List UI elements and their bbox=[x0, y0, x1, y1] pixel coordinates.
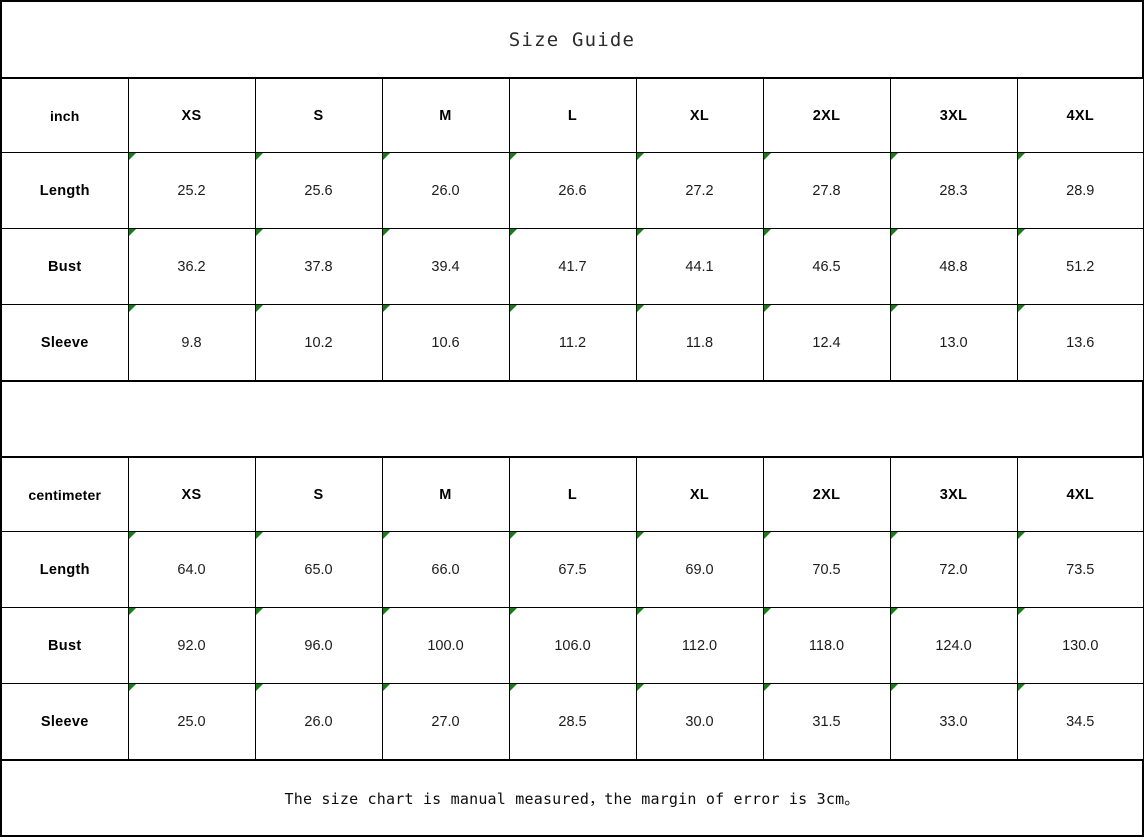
measurement-value-cell: 112.0 bbox=[635, 607, 764, 684]
measurement-value-cell: 10.6 bbox=[381, 304, 510, 381]
measurement-value-cell: 44.1 bbox=[635, 228, 764, 305]
measurement-row-label: Bust bbox=[0, 228, 129, 305]
table-row: Bust 92.0 96.0 100.0 106.0 112.0 118.0 124.0 130… bbox=[0, 607, 1144, 684]
size-column-header: XS bbox=[127, 457, 256, 532]
measurement-value-cell: 13.6 bbox=[1016, 304, 1144, 381]
measurement-value-cell: 10.2 bbox=[254, 304, 383, 381]
size-column-header: L bbox=[508, 78, 637, 153]
measurement-value-cell: 70.5 bbox=[762, 531, 891, 608]
measurement-value-cell: 106.0 bbox=[508, 607, 637, 684]
table-row: Length 25.2 25.6 26.0 26.6 27.2 27.8 28.3 28.9 bbox=[0, 152, 1144, 229]
measurement-value-cell: 69.0 bbox=[635, 531, 764, 608]
size-column-header: 2XL bbox=[762, 78, 891, 153]
inch-table-container: inch XS S M L XL 2XL 3XL 4XL Length 25.2 25.6 26.0 26… bbox=[0, 78, 1144, 381]
measurement-value-cell: 26.6 bbox=[508, 152, 637, 229]
centimeter-table-body: centimeter XS S M L XL 2XL 3XL 4XL Length 64.0 65.0… bbox=[0, 457, 1144, 760]
size-column-header: 4XL bbox=[1016, 78, 1144, 153]
measurement-value-cell: 96.0 bbox=[254, 607, 383, 684]
size-column-header: 3XL bbox=[889, 457, 1018, 532]
table-separator-band bbox=[0, 381, 1144, 457]
measurement-value-cell: 9.8 bbox=[127, 304, 256, 381]
measurement-value-cell: 67.5 bbox=[508, 531, 637, 608]
size-column-header: XS bbox=[127, 78, 256, 153]
measurement-row-label: Length bbox=[0, 531, 129, 608]
measurement-value-cell: 25.0 bbox=[127, 683, 256, 760]
footer-note-row: The size chart is manual measured，the ma… bbox=[0, 760, 1144, 837]
measurement-value-cell: 48.8 bbox=[889, 228, 1018, 305]
measurement-value-cell: 34.5 bbox=[1016, 683, 1144, 760]
size-column-header: S bbox=[254, 78, 383, 153]
measurement-value-cell: 28.9 bbox=[1016, 152, 1144, 229]
measurement-value-cell: 37.8 bbox=[254, 228, 383, 305]
measurement-value-cell: 27.0 bbox=[381, 683, 510, 760]
table-row: Sleeve 25.0 26.0 27.0 28.5 30.0 31.5 33.0 34.5 bbox=[0, 683, 1144, 760]
measurement-value-cell: 39.4 bbox=[381, 228, 510, 305]
measurement-value-cell: 100.0 bbox=[381, 607, 510, 684]
measurement-value-cell: 118.0 bbox=[762, 607, 891, 684]
measurement-value-cell: 28.5 bbox=[508, 683, 637, 760]
measurement-row-label: Bust bbox=[0, 607, 129, 684]
size-column-header: L bbox=[508, 457, 637, 532]
measurement-value-cell: 26.0 bbox=[381, 152, 510, 229]
table-header-row: inch XS S M L XL 2XL 3XL 4XL bbox=[0, 78, 1144, 153]
size-column-header: M bbox=[381, 457, 510, 532]
measurement-disclaimer: The size chart is manual measured，the ma… bbox=[284, 789, 860, 808]
measurement-value-cell: 26.0 bbox=[254, 683, 383, 760]
size-column-header: 3XL bbox=[889, 78, 1018, 153]
table-row: Length 64.0 65.0 66.0 67.5 69.0 70.5 72.0 73.5 bbox=[0, 531, 1144, 608]
measurement-value-cell: 41.7 bbox=[508, 228, 637, 305]
table-row: Bust 36.2 37.8 39.4 41.7 44.1 46.5 48.8 51.2 bbox=[0, 228, 1144, 305]
measurement-value-cell: 64.0 bbox=[127, 531, 256, 608]
measurement-value-cell: 66.0 bbox=[381, 531, 510, 608]
measurement-value-cell: 33.0 bbox=[889, 683, 1018, 760]
measurement-value-cell: 124.0 bbox=[889, 607, 1018, 684]
measurement-row-label: Length bbox=[0, 152, 129, 229]
table-row: Sleeve 9.8 10.2 10.6 11.2 11.8 12.4 13.0 13.6 bbox=[0, 304, 1144, 381]
measurement-row-label: Sleeve bbox=[0, 304, 129, 381]
measurement-value-cell: 73.5 bbox=[1016, 531, 1144, 608]
measurement-value-cell: 36.2 bbox=[127, 228, 256, 305]
page-title: Size Guide bbox=[508, 28, 636, 51]
centimeter-table-container: centimeter XS S M L XL 2XL 3XL 4XL Length 64.0 65.0… bbox=[0, 457, 1144, 760]
title-row: Size Guide bbox=[0, 0, 1144, 78]
measurement-value-cell: 25.2 bbox=[127, 152, 256, 229]
size-column-header: 2XL bbox=[762, 457, 891, 532]
measurement-value-cell: 11.2 bbox=[508, 304, 637, 381]
measurement-value-cell: 25.6 bbox=[254, 152, 383, 229]
measurement-value-cell: 28.3 bbox=[889, 152, 1018, 229]
size-column-header: S bbox=[254, 457, 383, 532]
measurement-value-cell: 65.0 bbox=[254, 531, 383, 608]
measurement-value-cell: 51.2 bbox=[1016, 228, 1144, 305]
measurement-value-cell: 130.0 bbox=[1016, 607, 1144, 684]
unit-header-cell: inch bbox=[0, 78, 129, 153]
size-column-header: XL bbox=[635, 457, 764, 532]
measurement-value-cell: 12.4 bbox=[762, 304, 891, 381]
measurement-value-cell: 11.8 bbox=[635, 304, 764, 381]
measurement-row-label: Sleeve bbox=[0, 683, 129, 760]
size-column-header: 4XL bbox=[1016, 457, 1144, 532]
size-column-header: XL bbox=[635, 78, 764, 153]
size-column-header: M bbox=[381, 78, 510, 153]
centimeter-table: centimeter XS S M L XL 2XL 3XL 4XL Length 64.0 65.0… bbox=[0, 457, 1144, 760]
measurement-value-cell: 92.0 bbox=[127, 607, 256, 684]
inch-table-body: inch XS S M L XL 2XL 3XL 4XL Length 25.2 25.6 26.0 26… bbox=[0, 78, 1144, 381]
measurement-value-cell: 30.0 bbox=[635, 683, 764, 760]
measurement-value-cell: 27.2 bbox=[635, 152, 764, 229]
table-header-row: centimeter XS S M L XL 2XL 3XL 4XL bbox=[0, 457, 1144, 532]
inch-table: inch XS S M L XL 2XL 3XL 4XL Length 25.2 25.6 26.0 26… bbox=[0, 78, 1144, 381]
measurement-value-cell: 27.8 bbox=[762, 152, 891, 229]
measurement-value-cell: 13.0 bbox=[889, 304, 1018, 381]
measurement-value-cell: 31.5 bbox=[762, 683, 891, 760]
measurement-value-cell: 46.5 bbox=[762, 228, 891, 305]
measurement-value-cell: 72.0 bbox=[889, 531, 1018, 608]
unit-header-cell: centimeter bbox=[0, 457, 129, 532]
